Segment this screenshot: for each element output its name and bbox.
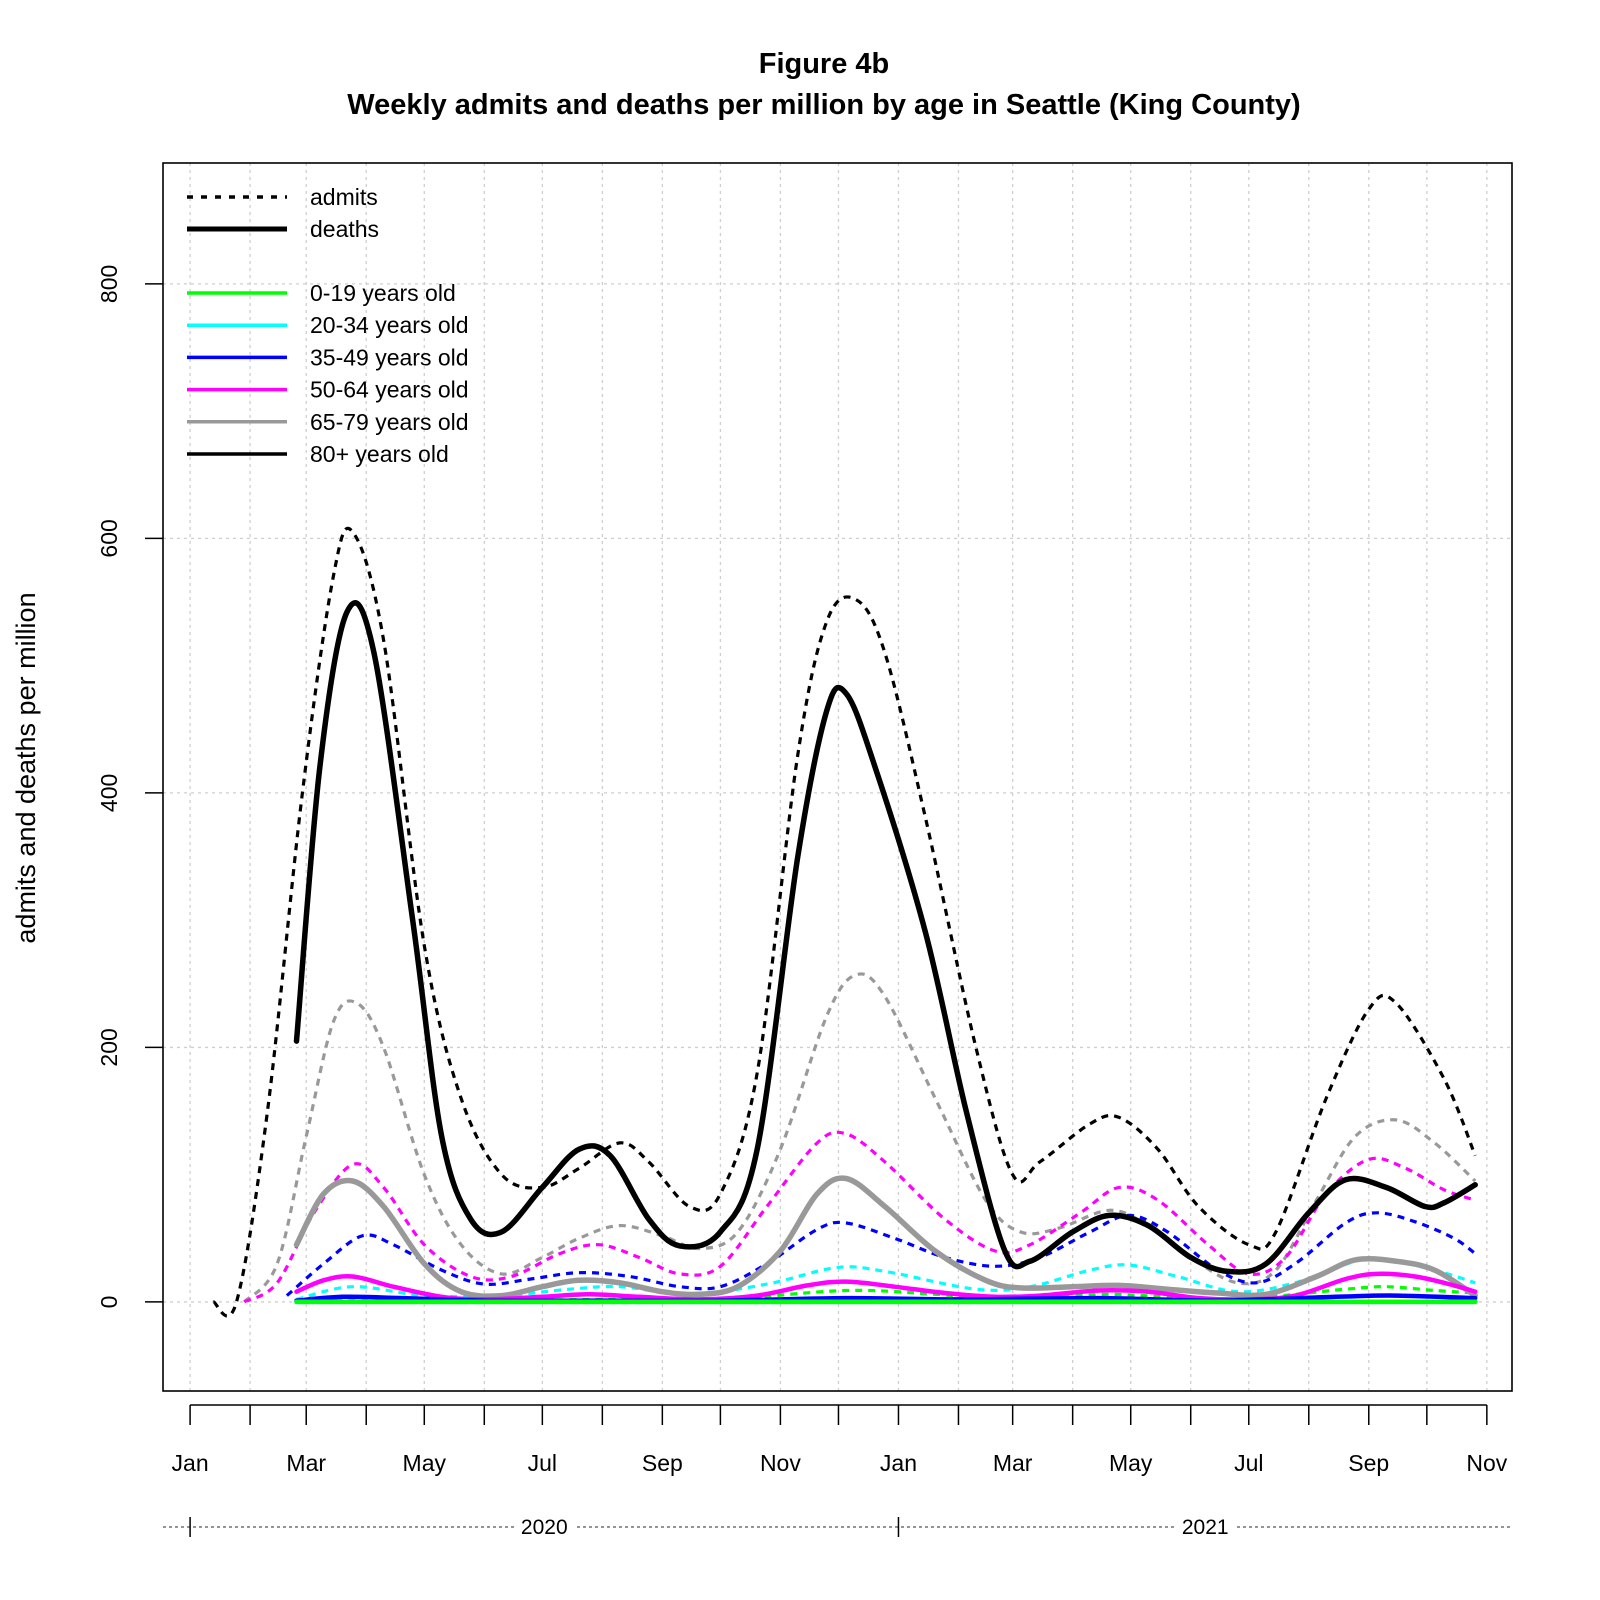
y-tick-label: 200: [96, 1028, 122, 1066]
y-axis: 0 200 400 600 800: [96, 265, 163, 1309]
chart-subtitle: Weekly admits and deaths per million by …: [347, 89, 1300, 121]
year-label: 2021: [1182, 1516, 1229, 1539]
legend-label-deaths: deaths: [310, 216, 379, 242]
x-axis: Jan Mar May Jul Sep Nov Jan Mar May Jul Sep Nov: [172, 1404, 1508, 1476]
legend-label-35-49-years-old: 35-49 years old: [310, 344, 469, 370]
series-line-80-years-old-deaths: [293, 600, 1478, 1275]
series-line-65-79-years-old-deaths: [293, 1175, 1478, 1299]
x-tick-label: Mar: [993, 1450, 1033, 1476]
legend-label-65-79-years-old: 65-79 years old: [310, 409, 469, 435]
legend-label-80-years-old: 80+ years old: [310, 441, 449, 467]
plot-frame: [162, 162, 1513, 1392]
x-tick-label: Jul: [1234, 1450, 1263, 1476]
series-line-65-79-years-old-admits: [243, 972, 1477, 1304]
legend-label-20-34-years-old: 20-34 years old: [310, 312, 469, 338]
y-tick-label: 600: [96, 519, 122, 557]
series-lines: [212, 526, 1478, 1318]
x-tick-label: Sep: [642, 1450, 683, 1476]
year-label-bg: [1175, 1513, 1236, 1541]
series-line-80-years-old-admits: [212, 526, 1477, 1318]
x-tick-label: Jan: [880, 1450, 917, 1476]
year-axis: 2020 2021: [163, 1513, 1512, 1541]
x-tick-label: Mar: [286, 1450, 326, 1476]
x-tick-label: Sep: [1348, 1450, 1389, 1476]
legend: admits deaths 0-19 years old 20-34 years ol…: [187, 184, 469, 467]
chart-title: Figure 4b: [759, 48, 890, 80]
x-tick-label: May: [1109, 1450, 1153, 1476]
year-label: 2020: [521, 1516, 568, 1539]
y-tick-label: 800: [96, 265, 122, 303]
y-axis-title: admits and deaths per million: [11, 592, 41, 943]
legend-label-0-19-years-old: 0-19 years old: [310, 280, 456, 306]
y-tick-label: 400: [96, 774, 122, 812]
x-tick-label: Jul: [528, 1450, 557, 1476]
legend-label-50-64-years-old: 50-64 years old: [310, 377, 469, 403]
series-line-35-49-years-old-deaths: [294, 1293, 1478, 1304]
legend-label-admits: admits: [310, 184, 378, 210]
series-line-50-64-years-old-admits: [243, 1130, 1476, 1304]
x-tick-label: May: [403, 1450, 447, 1476]
x-tick-label: Jan: [172, 1450, 209, 1476]
x-tick-label: Nov: [760, 1450, 801, 1476]
x-tick-label: Nov: [1466, 1450, 1507, 1476]
y-tick-label: 0: [96, 1296, 122, 1309]
year-label-bg: [514, 1513, 575, 1541]
